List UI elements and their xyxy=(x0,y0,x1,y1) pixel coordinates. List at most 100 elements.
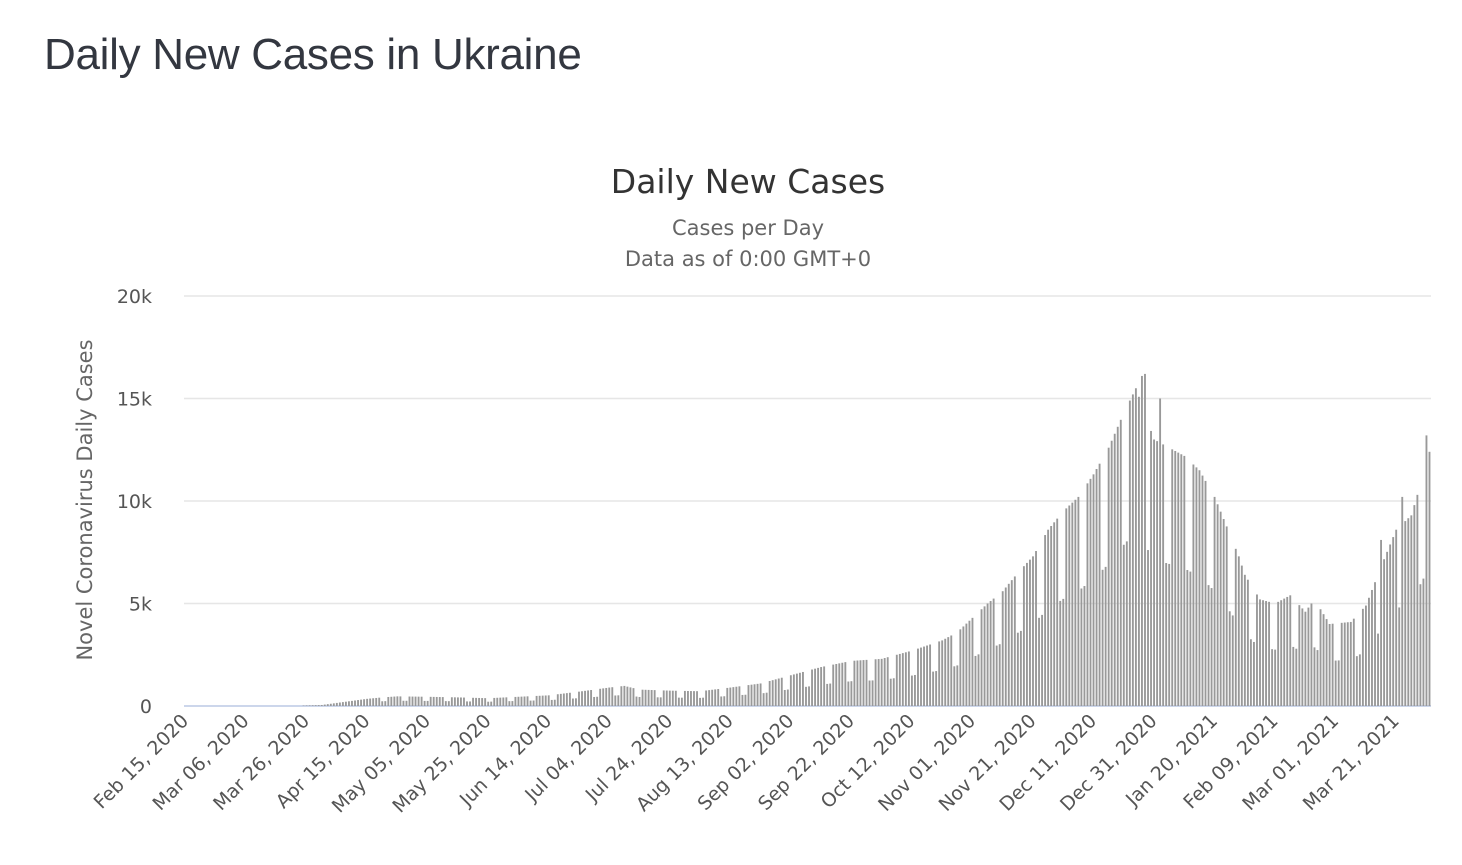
bar xyxy=(1092,474,1095,706)
bar xyxy=(992,598,995,706)
bar xyxy=(305,705,308,706)
bar xyxy=(1316,650,1319,706)
bar xyxy=(1080,588,1083,706)
bar xyxy=(765,692,768,706)
bar xyxy=(559,693,562,706)
bar xyxy=(578,691,580,706)
bar xyxy=(584,690,586,706)
bar xyxy=(1428,451,1431,706)
bar xyxy=(363,699,366,706)
bar xyxy=(723,696,726,706)
bar xyxy=(935,671,938,706)
bar xyxy=(581,691,583,706)
bar xyxy=(880,658,883,706)
bar xyxy=(1210,588,1213,706)
bar xyxy=(329,703,332,706)
bar xyxy=(620,686,623,706)
bar xyxy=(1346,622,1349,706)
bar xyxy=(535,695,538,706)
bar xyxy=(980,609,983,706)
bar xyxy=(780,677,783,706)
bar xyxy=(826,683,829,706)
bar xyxy=(656,697,659,706)
bar xyxy=(1334,660,1337,706)
bar xyxy=(862,660,865,706)
bar xyxy=(499,697,502,706)
bar xyxy=(1144,373,1146,706)
bar xyxy=(717,689,720,706)
bar xyxy=(444,701,447,706)
bar xyxy=(550,699,553,706)
bar xyxy=(1407,518,1410,706)
bar xyxy=(1343,622,1346,706)
bar xyxy=(617,695,620,706)
bar xyxy=(1340,622,1343,706)
bar xyxy=(1289,595,1292,706)
bar xyxy=(575,698,577,706)
bar xyxy=(341,702,344,706)
bar xyxy=(802,671,804,706)
bar xyxy=(805,686,807,706)
bar xyxy=(1141,375,1143,706)
bar xyxy=(1234,548,1237,706)
bar xyxy=(747,685,750,706)
bar xyxy=(417,696,420,706)
bar xyxy=(396,696,399,706)
bar xyxy=(1180,454,1183,706)
bar xyxy=(726,687,729,706)
bar xyxy=(399,696,402,706)
bar xyxy=(1001,591,1004,706)
bar xyxy=(587,690,590,706)
bar xyxy=(1377,633,1379,706)
bar xyxy=(744,694,747,706)
bar xyxy=(720,696,723,706)
bar xyxy=(1068,505,1071,706)
bar xyxy=(1222,519,1225,706)
bar xyxy=(920,647,922,706)
bar xyxy=(344,701,347,706)
bar xyxy=(520,696,523,706)
bar xyxy=(475,697,478,706)
bar xyxy=(405,700,408,706)
bar xyxy=(1083,586,1086,706)
bar xyxy=(1358,654,1361,706)
bar xyxy=(1301,608,1304,706)
bar xyxy=(1368,597,1370,706)
bar xyxy=(753,684,756,706)
bar xyxy=(565,693,568,706)
bar xyxy=(314,705,317,706)
bar xyxy=(759,683,762,706)
bar xyxy=(523,696,526,706)
bar xyxy=(1277,601,1280,706)
bar xyxy=(369,698,372,706)
bar xyxy=(1404,521,1407,706)
bar xyxy=(677,697,680,706)
bar xyxy=(456,697,459,706)
bar xyxy=(629,687,632,706)
bar xyxy=(593,696,596,706)
bar xyxy=(441,697,444,706)
bar xyxy=(1383,559,1386,706)
bar xyxy=(632,688,635,706)
bar xyxy=(1159,398,1162,706)
bar xyxy=(699,697,701,706)
bar xyxy=(690,691,692,706)
bar xyxy=(541,695,544,706)
bar xyxy=(696,691,698,706)
bar xyxy=(892,678,895,706)
bar xyxy=(1147,550,1149,706)
bar xyxy=(338,702,341,706)
bar xyxy=(1086,483,1089,706)
bar xyxy=(375,697,378,706)
bar xyxy=(835,663,838,706)
bar xyxy=(768,680,771,706)
bar xyxy=(1032,556,1034,706)
bar xyxy=(508,701,511,706)
bar xyxy=(1419,584,1422,706)
bar xyxy=(568,692,571,706)
bar xyxy=(762,693,765,706)
bar xyxy=(1168,563,1171,706)
bar xyxy=(1313,647,1316,706)
bar xyxy=(898,653,901,706)
